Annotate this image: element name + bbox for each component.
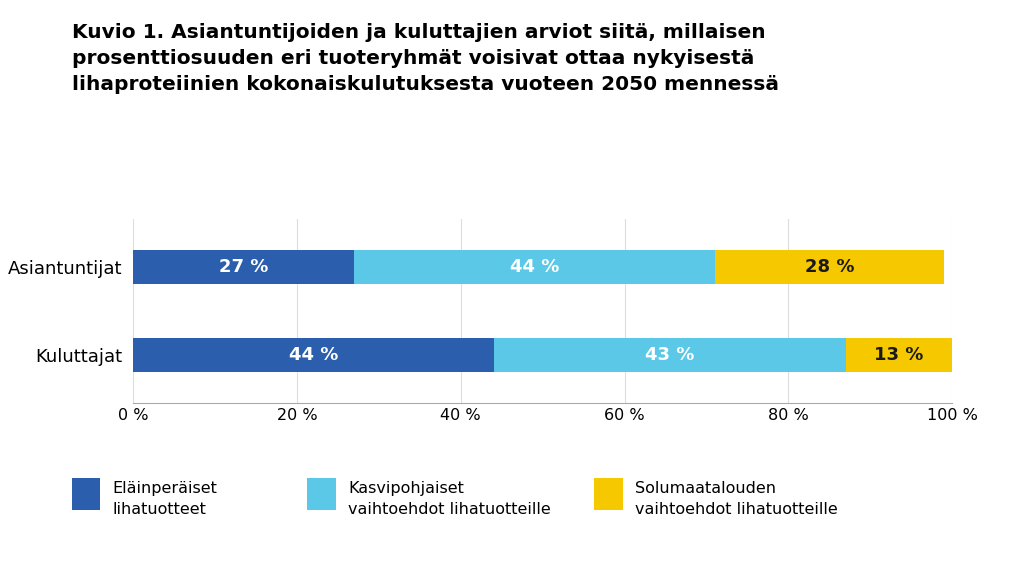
Text: 43 %: 43 %: [645, 346, 694, 364]
Text: Solumaatalouden
vaihtoehdot lihatuotteille: Solumaatalouden vaihtoehdot lihatuotteil…: [635, 481, 838, 517]
Text: 44 %: 44 %: [510, 258, 559, 276]
Text: Kasvipohjaiset
vaihtoehdot lihatuotteille: Kasvipohjaiset vaihtoehdot lihatuotteill…: [348, 481, 551, 517]
Text: 28 %: 28 %: [805, 258, 854, 276]
Text: 13 %: 13 %: [874, 346, 924, 364]
Text: 44 %: 44 %: [289, 346, 338, 364]
Bar: [494, 338, 846, 372]
Text: Kuvio 1. Asiantuntijoiden ja kuluttajien arviot siitä, millaisen
prosenttiosuude: Kuvio 1. Asiantuntijoiden ja kuluttajien…: [72, 23, 778, 93]
Bar: [133, 338, 494, 372]
Bar: [846, 338, 952, 372]
Bar: [133, 251, 354, 284]
Text: 27 %: 27 %: [219, 258, 268, 276]
Text: Eläinperäiset
lihatuotteet: Eläinperäiset lihatuotteet: [113, 481, 217, 517]
Bar: [715, 251, 944, 284]
Bar: [354, 251, 715, 284]
